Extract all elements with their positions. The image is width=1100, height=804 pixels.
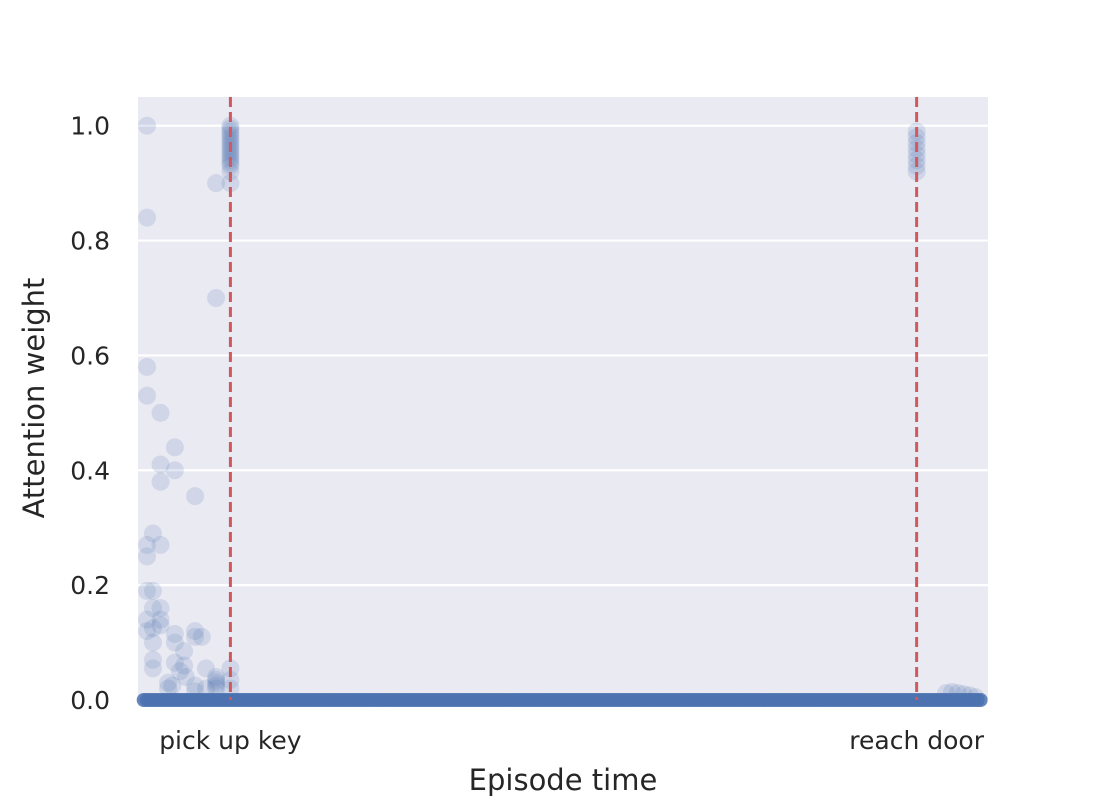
data-point: [138, 581, 157, 600]
data-point: [207, 668, 226, 687]
baseline-point: [973, 693, 988, 707]
data-point: [143, 599, 162, 618]
plot-area: [138, 97, 988, 700]
data-point: [143, 581, 162, 600]
data-point: [138, 610, 157, 629]
data-point: [196, 659, 215, 678]
event-label: reach door: [849, 726, 984, 755]
y-tick-label: 0.2: [70, 571, 110, 600]
x-axis-title: Episode time: [469, 763, 658, 797]
data-point: [170, 662, 189, 681]
event-lines: [228, 97, 919, 700]
data-point: [138, 622, 157, 641]
event-label: pick up key: [159, 726, 302, 755]
data-point: [151, 535, 170, 554]
y-axis-title: Attention weight: [17, 278, 51, 519]
data-point: [151, 472, 170, 491]
baseline-points: [136, 693, 988, 707]
data-point: [186, 622, 205, 641]
data-point: [221, 128, 240, 147]
data-point: [143, 619, 162, 638]
data-point: [163, 676, 182, 695]
data-point: [907, 128, 926, 147]
data-point: [186, 487, 205, 506]
data-point: [207, 289, 226, 307]
data-point: [138, 547, 157, 566]
data-point: [151, 403, 170, 422]
data-point: [221, 145, 240, 164]
data-point: [165, 633, 184, 652]
event-labels: pick up key reach door: [159, 726, 985, 755]
data-point: [143, 659, 162, 678]
y-tick-labels: 0.0 0.2 0.4 0.6 0.8 1.0: [70, 112, 110, 715]
data-point: [907, 145, 926, 164]
data-point: [192, 627, 211, 646]
y-tick-label: 0.4: [70, 456, 110, 485]
data-point: [165, 624, 184, 643]
data-point: [143, 524, 162, 543]
data-point: [143, 633, 162, 652]
data-point: [221, 174, 240, 193]
data-point: [175, 642, 194, 661]
data-point: [159, 673, 178, 692]
data-point: [196, 679, 215, 698]
data-point: [175, 656, 194, 675]
data-point: [207, 673, 226, 692]
data-point: [151, 455, 170, 474]
data-point: [138, 535, 157, 554]
data-point: [207, 670, 226, 689]
data-point: [221, 131, 240, 150]
data-point: [138, 116, 157, 135]
y-tick-label: 0.6: [70, 341, 110, 370]
data-point: [207, 676, 226, 695]
data-point: [907, 162, 926, 181]
y-tick-label: 0.0: [70, 686, 110, 715]
data-point: [207, 174, 226, 193]
data-point: [186, 676, 205, 695]
data-point: [151, 599, 170, 618]
data-point: [165, 438, 184, 457]
data-point: [221, 116, 240, 135]
data-point: [221, 162, 240, 181]
data-point: [176, 668, 195, 687]
data-point: [138, 386, 157, 405]
data-point: [138, 357, 157, 376]
data-point: [165, 653, 184, 672]
data-point: [143, 650, 162, 669]
data-point: [221, 670, 240, 689]
y-tick-label: 0.8: [70, 227, 110, 256]
data-point: [165, 461, 184, 480]
y-tick-label: 1.0: [70, 112, 110, 141]
data-point: [138, 208, 157, 227]
data-point: [159, 679, 178, 698]
data-point: [151, 610, 170, 629]
data-point: [151, 616, 170, 635]
data-point: [186, 627, 205, 646]
